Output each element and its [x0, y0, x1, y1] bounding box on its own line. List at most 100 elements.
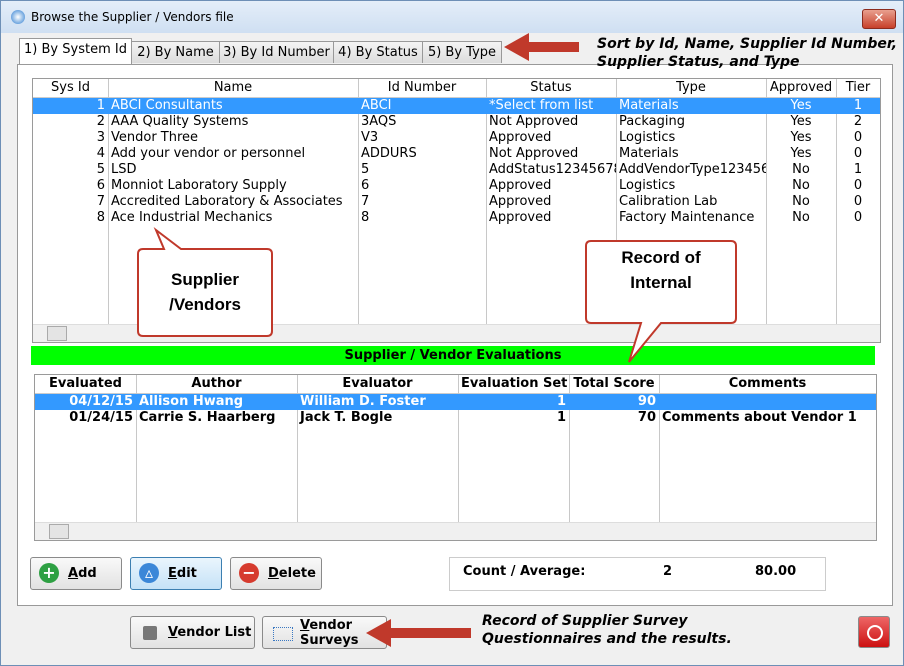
note-line: Sort by Id, Name, Supplier Id Number, [597, 36, 898, 52]
table-cell: Monniot Laboratory Supply [111, 178, 287, 193]
button-label: Delete [268, 566, 316, 581]
table-cell: Vendor Three [111, 130, 199, 145]
selected-row[interactable]: 1 ABCI Consultants ABCI *Select from list Ma… [33, 98, 880, 114]
callout-line: Supplier [170, 270, 239, 289]
column-divider [766, 79, 767, 324]
column-header: Evaluation Set [461, 376, 568, 391]
table-row[interactable]: 2 AAA Quality Systems 3AQS Not Approved Pack… [33, 114, 880, 130]
button-icon: ▵ [139, 563, 159, 583]
grid-icon [273, 627, 293, 641]
table-cell: 1 [556, 410, 566, 425]
tab[interactable]: 4) By Status [333, 41, 423, 63]
table-cell: ADDURS [361, 146, 417, 161]
arrow [366, 619, 471, 647]
vendor-surveys-button[interactable]: Vendor Surveys [262, 616, 387, 649]
table-cell: Yes [790, 114, 812, 129]
column-header: Author [191, 376, 242, 391]
table-row[interactable]: 3 Vendor Three V3 Approved Logistics Yes 0 [33, 130, 880, 146]
callout [137, 226, 273, 337]
column-divider [569, 375, 570, 522]
column-header: Approved [769, 80, 833, 95]
column-divider [358, 79, 359, 324]
column-header: Type [676, 80, 706, 95]
button-icon: + [39, 563, 59, 583]
table-cell: 1 [96, 98, 105, 113]
column-header: Total Score [573, 376, 655, 391]
vendor-list-button[interactable]: Vendor List [130, 616, 255, 649]
table-cell: Yes [790, 130, 812, 145]
close-button[interactable]: ✕ [862, 9, 896, 29]
table-row[interactable]: 01/24/15 Carrie S. Haarberg Jack T. Bogle 1… [35, 410, 876, 426]
table-cell: Approved [489, 178, 552, 193]
table-cell: V3 [361, 130, 379, 145]
table-row[interactable]: 5 LSD 5 AddStatus123456789 AddVendorType1234… [33, 162, 880, 178]
table-cell: Logistics [619, 178, 676, 193]
table-cell: Yes [790, 146, 812, 161]
table-cell: Approved [489, 210, 552, 225]
table-cell: William D. Foster [300, 394, 426, 409]
table-cell: AddVendorType123456 [619, 162, 766, 177]
table-cell: 70 [637, 410, 656, 425]
section-title: Supplier / Vendor Evaluations [31, 346, 875, 365]
table-cell: AAA Quality Systems [111, 114, 249, 129]
power-button[interactable] [858, 616, 890, 648]
table-cell: Not Approved [489, 146, 579, 161]
action-button[interactable]: − Delete [230, 557, 322, 590]
table-cell: Allison Hwang [139, 394, 244, 409]
table-cell: Packaging [619, 114, 685, 129]
table-cell: Not Approved [489, 114, 579, 129]
table-cell: 1 [853, 98, 863, 113]
table-cell: Comments about Vendor 1 [662, 410, 857, 425]
table-cell: 5 [96, 162, 105, 177]
button-label: Vendor List [168, 625, 252, 640]
selected-row[interactable]: 04/12/15 Allison Hwang William D. Foster 1 9… [35, 394, 876, 410]
table-cell: 4 [96, 146, 105, 161]
table-cell: LSD [111, 162, 137, 177]
arrow [504, 33, 579, 61]
column-divider [836, 79, 837, 324]
tab[interactable]: 5) By Type [422, 41, 502, 63]
column-header: Name [213, 80, 253, 95]
column-header: Tier [845, 80, 871, 95]
scroll-thumb[interactable] [49, 524, 69, 539]
title-bar: Browse the Supplier / Vendors file ✕ [1, 1, 903, 33]
table-row[interactable]: 6 Monniot Laboratory Supply 6 Approved Logis… [33, 178, 880, 194]
table-row[interactable]: 4 Add your vendor or personnel ADDURS Not A… [33, 146, 880, 162]
callout-line: Record of [621, 248, 701, 267]
action-button[interactable]: + Add [30, 557, 122, 590]
callout-text: Record of Internal [586, 245, 736, 295]
column-header: Sys Id [51, 80, 90, 95]
column-divider [297, 375, 298, 522]
header-row [33, 79, 880, 98]
table-cell: 3AQS [361, 114, 397, 129]
note-line: Questionnaires and the results. [482, 631, 732, 647]
table-cell: ABCI Consultants [111, 98, 223, 113]
table-cell: 0 [853, 210, 863, 225]
column-header: Evaluator [342, 376, 413, 391]
note-line: Supplier Status, and Type [597, 54, 800, 70]
scroll-thumb[interactable] [47, 326, 67, 341]
table-cell: 6 [361, 178, 370, 193]
tab[interactable]: 1) By System Id [19, 38, 132, 65]
column-header: Id Number [387, 80, 457, 95]
column-divider [458, 375, 459, 522]
callout-text: Supplier /Vendors [138, 267, 272, 317]
table-row[interactable]: 7 Accredited Laboratory & Associates 7 Appr… [33, 194, 880, 210]
table-cell: Approved [489, 130, 552, 145]
summary-count: 2 [663, 564, 673, 579]
button-label: Edit [168, 566, 197, 581]
table-cell: Jack T. Bogle [300, 410, 393, 425]
printer-icon [143, 626, 157, 640]
table-row[interactable]: 8 Ace Industrial Mechanics 8 Approved Factor… [33, 210, 880, 226]
table-cell: Factory Maintenance [619, 210, 755, 225]
note-line: Record of Supplier Survey [482, 613, 688, 629]
table-cell: 01/24/15 [69, 410, 133, 425]
sort-note: Sort by Id, Name, Supplier Id Number, Su… [597, 35, 897, 71]
action-button[interactable]: ▵ Edit [130, 557, 222, 590]
table-cell: 7 [96, 194, 105, 209]
table-cell: No [792, 194, 810, 209]
horizontal-scrollbar [35, 522, 876, 540]
table-cell: 0 [853, 194, 863, 209]
